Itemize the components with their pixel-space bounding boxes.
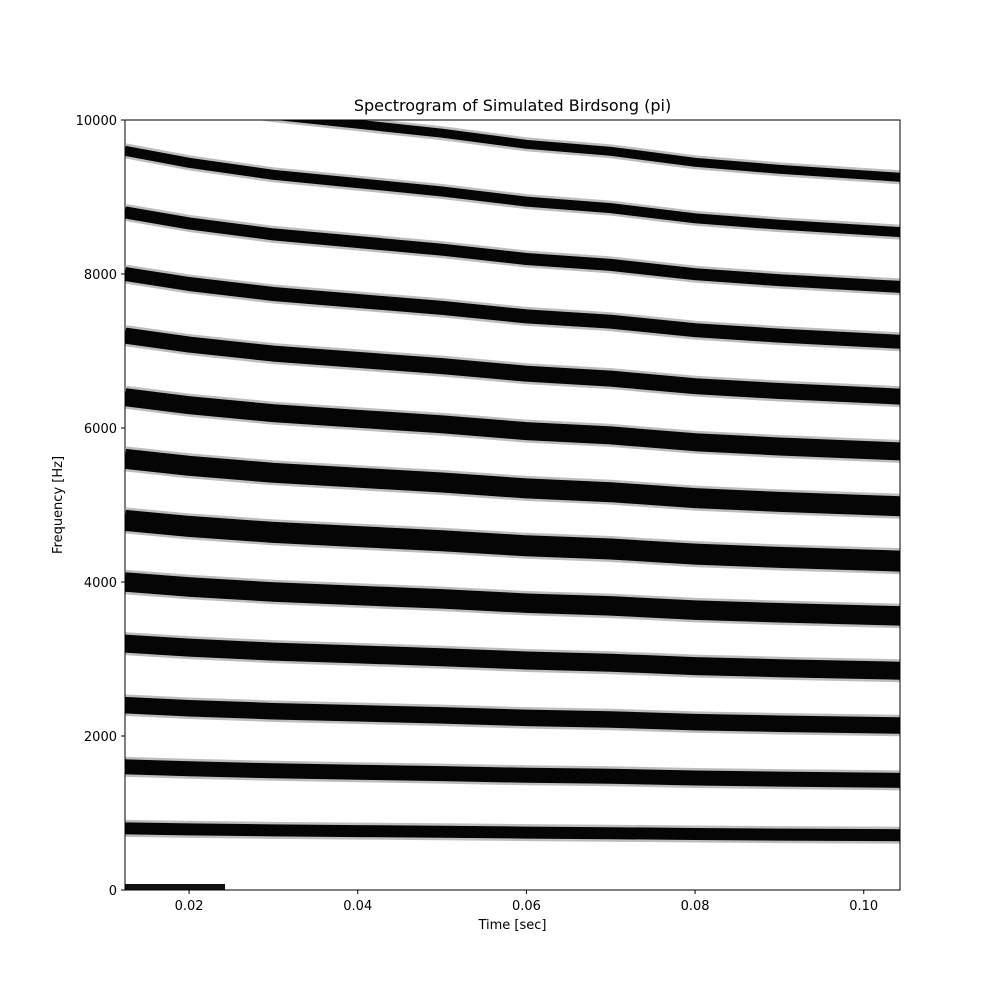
y-tick-label: 6000 (84, 422, 117, 437)
harmonic-ridge-9 (125, 327, 900, 405)
harmonic-ridge-3 (125, 696, 900, 734)
harmonic-ridge-11 (125, 206, 900, 293)
x-axis-title: Time [sec] (477, 918, 546, 933)
harmonic-ridge-6 (125, 509, 900, 572)
y-axis: 0 2000 4000 6000 8000 10000 (76, 114, 125, 899)
harmonic-ridge-5 (125, 572, 900, 626)
y-tick-label: 8000 (84, 268, 117, 283)
harmonic-ridge-7 (125, 448, 900, 517)
x-tick-label: 0.08 (681, 899, 710, 914)
y-tick-label: 4000 (84, 576, 117, 591)
chart-title: Spectrogram of Simulated Birdsong (pi) (354, 96, 671, 115)
harmonic-ridge-2 (125, 759, 900, 788)
x-tick-label: 0.02 (175, 899, 204, 914)
y-tick-label: 0 (109, 884, 117, 899)
plot-frame (124, 119, 901, 891)
harmonic-ridge-8 (125, 388, 900, 461)
x-axis: 0.02 0.04 0.06 0.08 0.10 (175, 890, 878, 914)
harmonic-ridge-10 (125, 267, 900, 349)
y-axis-title: Frequency [Hz] (51, 456, 66, 554)
harmonic-ridge-4 (125, 634, 900, 680)
harmonic-ridge-12 (125, 145, 900, 238)
x-tick-label: 0.04 (343, 899, 372, 914)
y-tick-label: 10000 (76, 114, 117, 129)
harmonic-ridge-1 (125, 822, 900, 842)
harmonic-ridge-13 (275, 120, 900, 182)
x-tick-label: 0.06 (512, 899, 541, 914)
harmonic-ridges (125, 120, 900, 890)
x-tick-label: 0.10 (849, 899, 878, 914)
y-tick-label: 2000 (84, 730, 117, 745)
